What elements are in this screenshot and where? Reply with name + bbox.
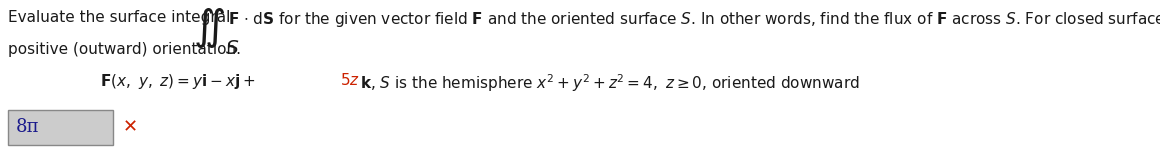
Text: ✕: ✕	[123, 118, 138, 136]
Text: $\mathbf{F}$ $\cdot$ d$\mathbf{S}$ for the given vector field $\mathbf{F}$ and t: $\mathbf{F}$ $\cdot$ d$\mathbf{S}$ for t…	[229, 10, 1160, 29]
Text: $5z$: $5z$	[340, 72, 360, 88]
Text: $\iint_S$: $\iint_S$	[193, 6, 240, 57]
Text: Evaluate the surface integral: Evaluate the surface integral	[8, 10, 231, 25]
Text: 8π: 8π	[16, 118, 39, 136]
Text: $\mathbf{F}$$(x,\ y,\ z) = y\mathbf{i} - x\mathbf{j} +\ $: $\mathbf{F}$$(x,\ y,\ z) = y\mathbf{i} -…	[100, 72, 256, 91]
Bar	[8, 110, 113, 145]
Text: $\mathbf{k}$, $S$ is the hemisphere $x^2 + y^2 + z^2 = 4,\ z \geq 0$, oriented d: $\mathbf{k}$, $S$ is the hemisphere $x^2…	[360, 72, 860, 94]
Text: positive (outward) orientation.: positive (outward) orientation.	[8, 42, 241, 57]
